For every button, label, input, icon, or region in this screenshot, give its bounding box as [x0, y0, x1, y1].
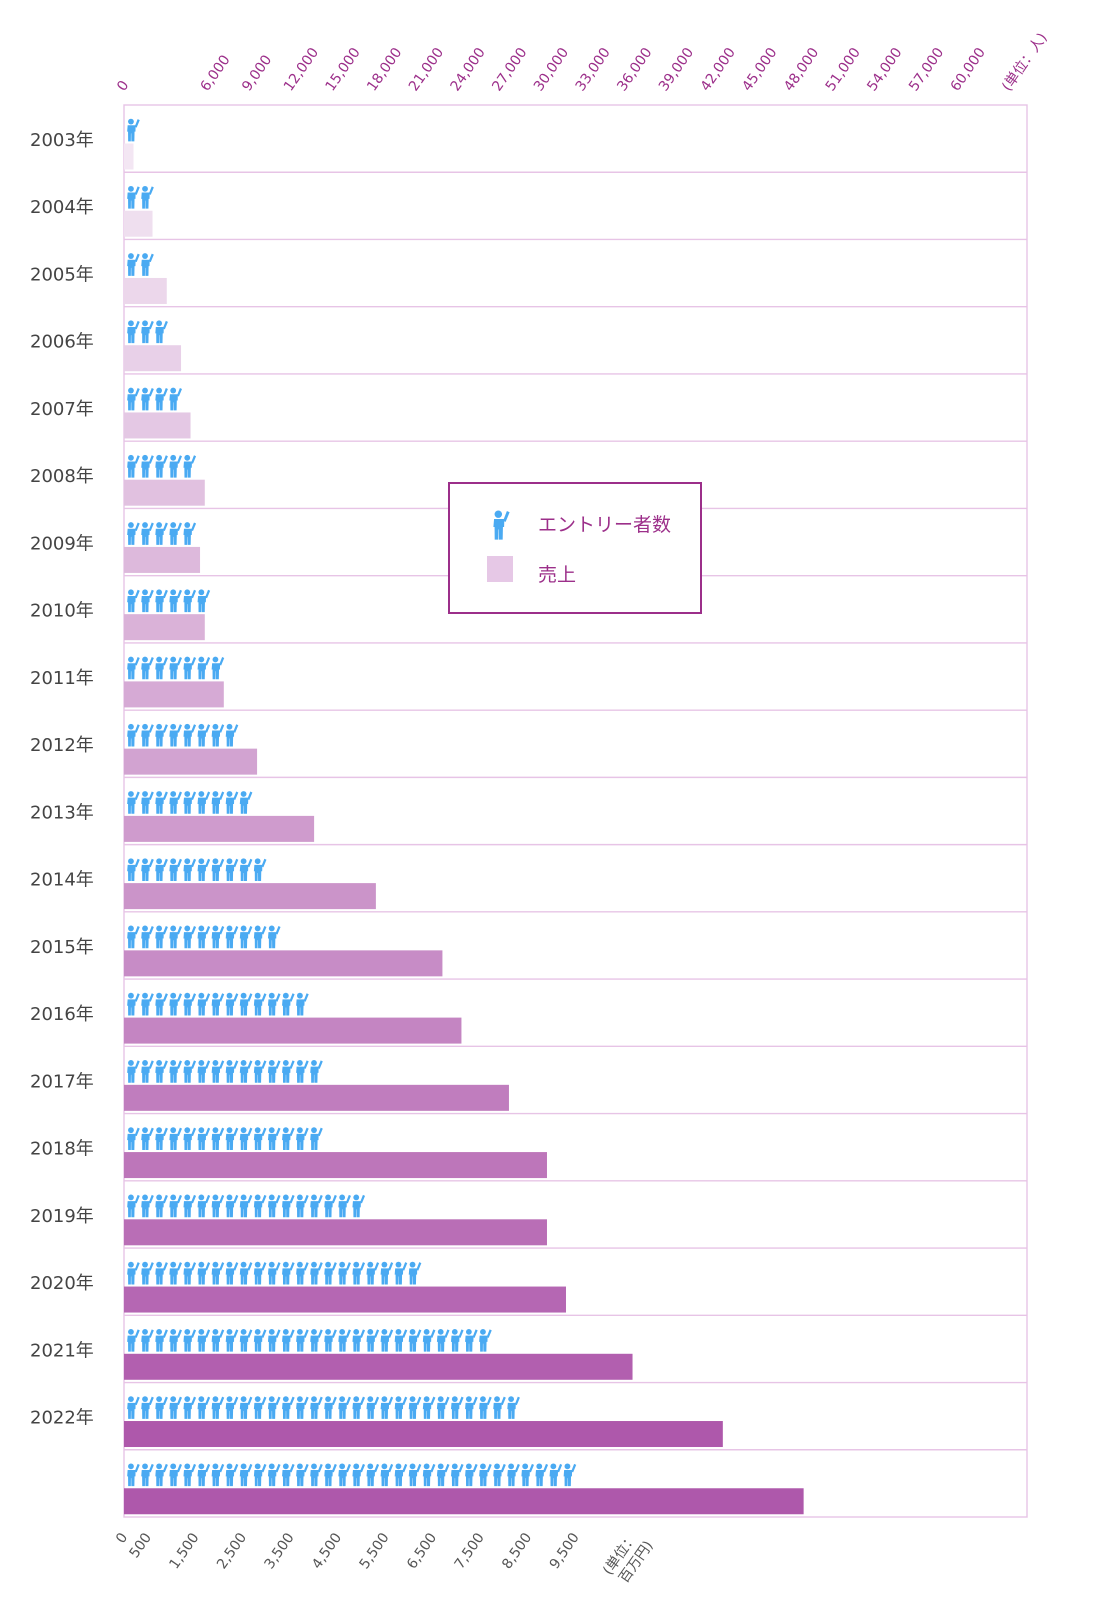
sales-bar — [124, 277, 167, 304]
year-label: 2008年 — [30, 466, 94, 487]
entry-icon-row — [127, 320, 168, 344]
sales-bar — [124, 950, 443, 977]
legend-swatch-sales — [487, 556, 513, 582]
top-tick-label: 21,000 — [406, 45, 447, 94]
top-tick-label: 39,000 — [656, 45, 697, 94]
top-axis: 0 6,000 9,000 12,000 15,000 18,000 21,000 24,00… — [114, 30, 1050, 94]
sales-bar — [124, 1017, 462, 1044]
top-tick-label: 48,000 — [781, 45, 822, 94]
legend: エントリー者数 売上 — [448, 482, 702, 614]
bottom-tick-label: 500 — [127, 1530, 155, 1561]
sales-bar — [124, 1219, 547, 1246]
sales-bar — [124, 1421, 723, 1448]
top-tick-label: 9,000 — [239, 52, 275, 94]
sales-bar — [124, 1286, 566, 1313]
year-label: 2014年 — [30, 870, 94, 891]
bottom-tick-label: 1,500 — [166, 1530, 202, 1572]
bottom-tick-label: 6,500 — [404, 1530, 440, 1572]
legend-box — [448, 482, 702, 614]
sales-bar — [124, 210, 153, 237]
top-tick-label: 51,000 — [823, 45, 864, 94]
top-tick-label: 42,000 — [698, 45, 739, 94]
sales-bar — [124, 479, 205, 506]
bottom-tick-label: 0 — [113, 1530, 131, 1546]
top-tick-label: 18,000 — [364, 45, 405, 94]
sales-bar — [124, 614, 205, 641]
year-label: 2010年 — [30, 601, 94, 622]
bottom-tick-label: 7,500 — [452, 1530, 488, 1572]
sales-bar — [124, 546, 201, 573]
year-label: 2011年 — [30, 668, 94, 689]
top-tick-label: 12,000 — [281, 45, 322, 94]
bottom-tick-label: 8,500 — [499, 1530, 535, 1572]
year-label: 2020年 — [30, 1273, 94, 1294]
row-gridlines — [124, 171, 1027, 1451]
sales-bar — [124, 815, 315, 842]
sales-bar — [124, 883, 376, 910]
year-label: 2012年 — [30, 735, 94, 756]
bottom-tick-label: 4,500 — [309, 1530, 345, 1572]
legend-label-sales: 売上 — [538, 564, 576, 586]
bottom-tick-label: 9,500 — [547, 1530, 583, 1572]
top-tick-label: 27,000 — [489, 45, 530, 94]
year-labels: 2003年 2004年 2005年 2006年 2007年 2008年 2009年 2010年… — [30, 130, 94, 1429]
year-label: 2022年 — [30, 1408, 94, 1429]
year-label: 2013年 — [30, 802, 94, 823]
sales-bar — [124, 748, 258, 775]
sales-bars — [124, 143, 804, 1515]
top-tick-label: 30,000 — [531, 45, 572, 94]
sales-bar — [124, 345, 182, 372]
top-tick-label: 57,000 — [906, 45, 947, 94]
year-label: 2005年 — [30, 264, 94, 285]
top-tick-label: 54,000 — [864, 45, 905, 94]
top-tick-label: 24,000 — [448, 45, 489, 94]
year-label: 2004年 — [30, 197, 94, 218]
top-axis-unit: (単位：人) — [999, 30, 1051, 94]
sales-bar — [124, 1084, 509, 1111]
year-label: 2015年 — [30, 937, 94, 958]
year-label: 2009年 — [30, 533, 94, 554]
sales-bar — [124, 412, 191, 439]
sales-bar — [124, 1152, 547, 1179]
top-tick-label: 6,000 — [198, 52, 234, 94]
bottom-tick-label: 5,500 — [357, 1530, 393, 1572]
top-tick-label: 0 — [114, 78, 132, 94]
year-label: 2007年 — [30, 399, 94, 420]
year-label: 2017年 — [30, 1071, 94, 1092]
year-label: 2006年 — [30, 332, 94, 353]
sales-bar — [124, 1353, 633, 1380]
legend-label-entries: エントリー者数 — [538, 514, 671, 536]
top-tick-label: 60,000 — [948, 45, 989, 94]
year-label: 2018年 — [30, 1139, 94, 1160]
sales-bar — [124, 143, 134, 170]
sales-bar — [124, 1488, 804, 1515]
sales-bar — [124, 681, 224, 708]
year-label: 2003年 — [30, 130, 94, 151]
year-label: 2021年 — [30, 1340, 94, 1361]
top-tick-label: 36,000 — [614, 45, 655, 94]
top-tick-label: 15,000 — [323, 45, 364, 94]
bottom-tick-label: 2,500 — [214, 1530, 250, 1572]
bottom-tick-label: 3,500 — [262, 1530, 298, 1572]
top-tick-label: 33,000 — [573, 45, 614, 94]
year-label: 2019年 — [30, 1206, 94, 1227]
top-tick-label: 45,000 — [739, 45, 780, 94]
year-label: 2016年 — [30, 1004, 94, 1025]
